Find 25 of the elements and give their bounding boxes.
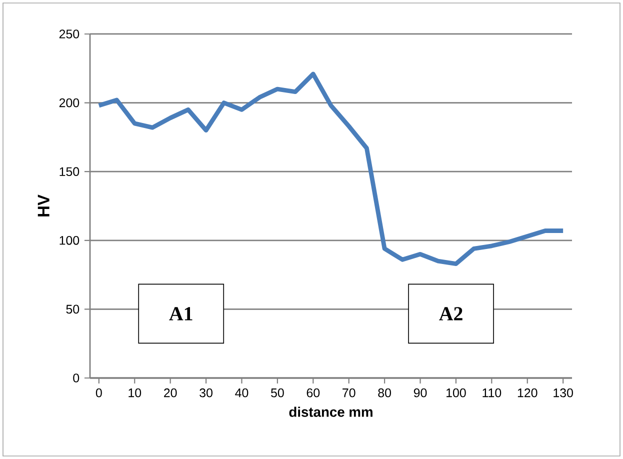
x-tick-label: 0 bbox=[96, 388, 102, 398]
y-tick-label: 200 bbox=[59, 98, 80, 108]
x-tick-label: 120 bbox=[518, 388, 538, 398]
x-tick-label: 60 bbox=[306, 388, 320, 398]
x-tick-label: 110 bbox=[482, 388, 502, 398]
x-tick-label: 70 bbox=[342, 388, 356, 398]
x-tick-label: 30 bbox=[200, 388, 212, 398]
x-tick-label: 130 bbox=[554, 388, 573, 398]
x-tick-label: 90 bbox=[414, 388, 427, 398]
y-tick-label: 50 bbox=[66, 304, 80, 314]
x-tick-label: 80 bbox=[378, 388, 392, 398]
y-axis-title: HV bbox=[38, 194, 50, 216]
y-tick-label: 0 bbox=[73, 374, 80, 382]
x-tick-label: 100 bbox=[446, 388, 466, 398]
x-tick-label: 50 bbox=[271, 388, 284, 398]
y-tick-label: 150 bbox=[60, 167, 80, 176]
x-axis-title: distance mm bbox=[289, 406, 372, 417]
line-series bbox=[96, 72, 566, 266]
y-tick-label: 100 bbox=[60, 236, 80, 245]
x-tick-label: 10 bbox=[128, 388, 142, 398]
x-tick-label: 40 bbox=[235, 388, 248, 398]
annotation: A2 bbox=[439, 307, 462, 320]
x-tick-label: 20 bbox=[164, 388, 177, 398]
annotation: A1 bbox=[169, 307, 192, 320]
y-tick-label: 250 bbox=[59, 30, 80, 38]
